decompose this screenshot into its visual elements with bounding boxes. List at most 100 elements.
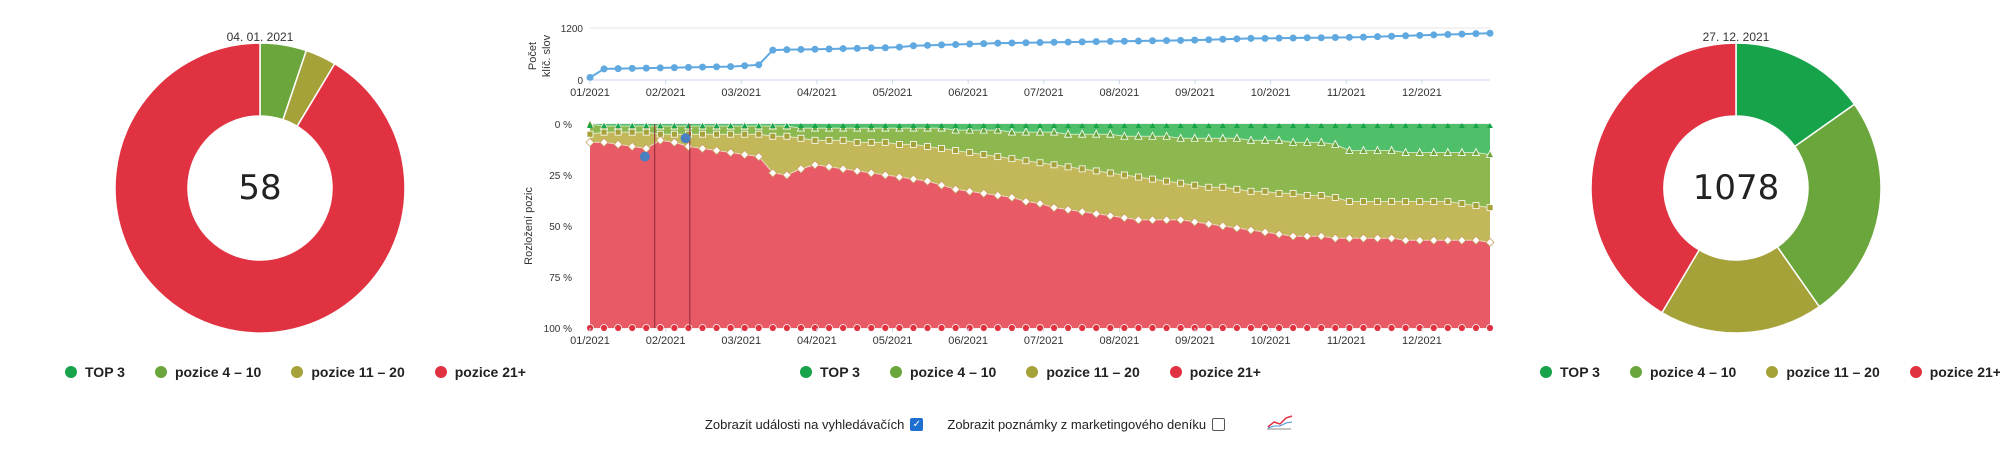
area-marker-top xyxy=(615,123,622,128)
area-marker-bottom xyxy=(628,324,637,332)
area-marker xyxy=(1148,131,1157,140)
legend-item[interactable]: pozice 21+ xyxy=(1909,364,2000,380)
area-xtick: 04/2021 xyxy=(797,335,837,347)
area-marker-top xyxy=(1318,123,1325,128)
area-marker-top xyxy=(896,123,903,128)
area-marker-top xyxy=(1233,123,1240,128)
legend-label: TOP 3 xyxy=(820,364,860,380)
line-point xyxy=(825,45,833,53)
line-ylabel-2: klíč. slov xyxy=(541,34,553,77)
area-marker-top xyxy=(1051,123,1058,128)
area-marker-bottom xyxy=(670,324,679,332)
area-marker xyxy=(1457,147,1467,156)
area-marker-top xyxy=(1219,123,1226,128)
area-marker xyxy=(938,145,945,152)
area-marker-bottom xyxy=(1457,324,1466,332)
area-marker-bottom xyxy=(1007,324,1016,332)
area-marker xyxy=(895,140,903,148)
area-xtick: 06/2021 xyxy=(948,335,988,347)
line-point xyxy=(1486,29,1494,37)
legend-item[interactable]: pozice 21+ xyxy=(434,364,526,380)
area-marker xyxy=(1288,137,1298,146)
area-marker-bottom xyxy=(1373,324,1382,332)
area-marker-top xyxy=(1191,123,1198,128)
area-marker-bottom xyxy=(965,324,974,332)
area-marker xyxy=(699,130,706,138)
line-point xyxy=(614,65,622,73)
area-marker xyxy=(1190,217,1200,227)
line-xtick: 07/2021 xyxy=(1024,87,1064,99)
area-marker-bottom xyxy=(1148,324,1157,332)
area-marker-bottom xyxy=(811,324,819,332)
area-marker xyxy=(1485,149,1495,158)
area-marker-top xyxy=(882,123,889,128)
line-point xyxy=(1092,38,1100,46)
line-point xyxy=(755,61,763,69)
area-marker xyxy=(1303,191,1311,199)
display-options: Zobrazit události na vyhledávačích ✓ Zob… xyxy=(0,414,2000,435)
events-label: Zobrazit události na vyhledávačích xyxy=(704,417,905,432)
legend-item[interactable]: TOP 3 xyxy=(1540,364,1600,380)
area-marker-bottom xyxy=(1106,324,1115,332)
area-marker-bottom xyxy=(1331,324,1340,332)
area-marker-bottom xyxy=(881,324,890,332)
legend-item[interactable]: pozice 11 – 20 xyxy=(291,364,405,380)
area-marker-bottom xyxy=(1064,324,1073,332)
area-marker xyxy=(1486,204,1494,212)
legend-dot xyxy=(154,366,167,378)
line-point xyxy=(1345,33,1353,41)
legend-item[interactable]: TOP 3 xyxy=(65,364,125,380)
area-marker-bottom xyxy=(642,324,651,332)
area-marker xyxy=(966,149,974,156)
area-marker-top xyxy=(671,123,678,128)
area-marker xyxy=(642,128,650,136)
line-point xyxy=(628,64,636,72)
area-marker-top xyxy=(924,123,931,128)
legend-item[interactable]: pozice 4 – 10 xyxy=(154,364,261,380)
notes-checkbox[interactable] xyxy=(1212,418,1226,431)
area-xtick: 07/2021 xyxy=(1024,335,1064,347)
line-point xyxy=(1219,35,1227,43)
area-marker xyxy=(1444,198,1452,205)
area-marker xyxy=(1303,137,1312,146)
area-marker xyxy=(1092,167,1100,175)
area-marker xyxy=(1176,215,1186,225)
line-point xyxy=(839,45,847,53)
area-marker xyxy=(1078,165,1086,173)
line-point xyxy=(924,41,931,49)
area-marker xyxy=(881,138,889,146)
area-marker-bottom xyxy=(895,324,904,332)
legend-item[interactable]: pozice 4 – 10 xyxy=(889,364,996,380)
legend-item[interactable]: TOP 3 xyxy=(800,364,860,380)
area-marker xyxy=(993,125,1002,134)
area-marker-top xyxy=(1430,123,1437,128)
area-marker-bottom xyxy=(1036,324,1044,332)
line-xtick: 11/2021 xyxy=(1327,87,1366,99)
area-marker xyxy=(1120,171,1128,179)
line-point xyxy=(1163,37,1171,45)
area-marker xyxy=(951,184,961,194)
events-checkbox[interactable]: ✓ xyxy=(910,418,924,431)
area-marker xyxy=(1063,129,1073,138)
area-marker xyxy=(811,136,819,144)
area-marker xyxy=(1218,221,1228,231)
area-marker xyxy=(1471,235,1481,245)
area-marker-bottom xyxy=(698,324,707,332)
area-xtick: 12/2021 xyxy=(1402,335,1442,347)
legend-item[interactable]: pozice 4 – 10 xyxy=(1629,364,1736,380)
area-marker xyxy=(838,164,848,174)
area-marker-top xyxy=(966,123,973,128)
area-marker-bottom xyxy=(768,324,777,332)
area-marker xyxy=(1149,175,1156,183)
line-point xyxy=(1134,37,1142,45)
area-marker-bottom xyxy=(1022,324,1030,332)
line-xtick: 12/2021 xyxy=(1402,87,1442,99)
area-marker-top xyxy=(910,123,917,128)
legend-item[interactable]: pozice 11 – 20 xyxy=(1766,364,1880,380)
legend-item[interactable]: pozice 21+ xyxy=(1169,364,1261,380)
area-band-2 xyxy=(590,132,1490,243)
area-marker-top xyxy=(629,123,636,128)
line-chart-icon[interactable] xyxy=(1265,414,1295,435)
area-marker xyxy=(1204,133,1213,142)
legend-item[interactable]: pozice 11 – 20 xyxy=(1026,364,1140,380)
